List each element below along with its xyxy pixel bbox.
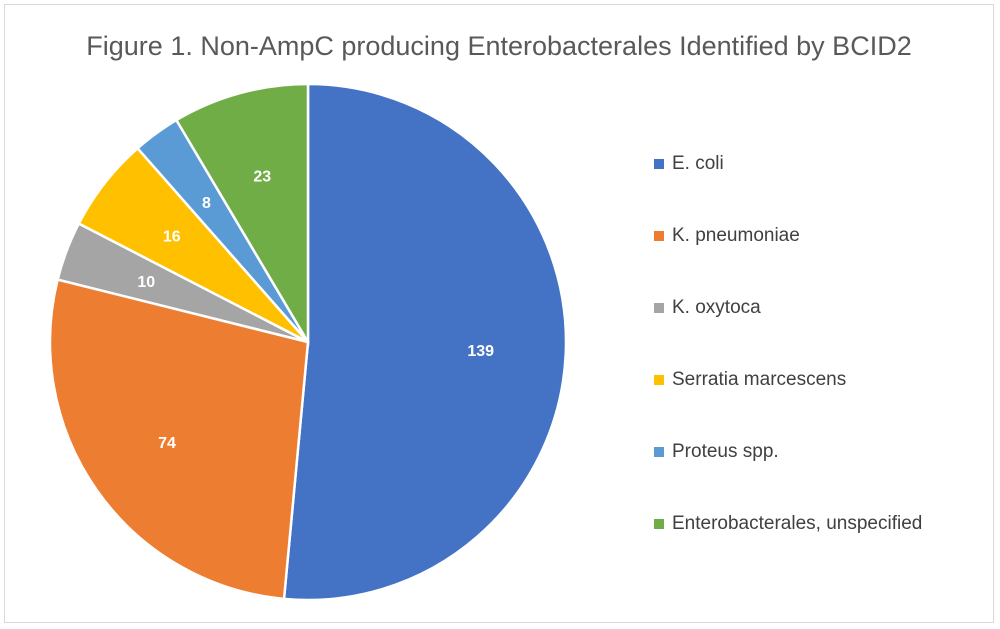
legend-item-enterobacterales-unspecified: Enterobacterales, unspecified (654, 510, 994, 538)
data-label-k-oxytoca: 10 (137, 274, 155, 291)
data-label-serratia-marcescens: 16 (163, 229, 181, 246)
legend-swatch (654, 519, 664, 529)
data-label-k-pneumoniae: 74 (158, 435, 176, 452)
data-label-enterobacterales-unspecified: 23 (253, 168, 271, 185)
legend-swatch (654, 375, 664, 385)
legend-label: K. oxytoca (672, 297, 761, 318)
legend-label: Proteus spp. (672, 441, 779, 462)
legend-label: K. pneumoniae (672, 225, 800, 246)
legend-label: E. coli (672, 153, 724, 174)
legend-swatch (654, 303, 664, 313)
pie-slice-k-pneumoniae (48, 278, 310, 601)
pie-slice-e-coli (282, 82, 568, 602)
legend-item-k-oxytoca: K. oxytoca (654, 294, 994, 322)
legend-item-k-pneumoniae: K. pneumoniae (654, 222, 994, 250)
legend-swatch (654, 159, 664, 169)
pie-slice-enterobacterales-unspecified (174, 82, 310, 347)
legend-item-serratia-marcescens: Serratia marcescens (654, 366, 994, 394)
chart-title: Figure 1. Non-AmpC producing Enterobacte… (86, 31, 912, 61)
legend-label: Serratia marcescens (672, 369, 847, 390)
legend-label: Enterobacterales, unspecified (672, 513, 923, 534)
legend-swatch (654, 447, 664, 457)
legend-item-e-coli: E. coli (654, 150, 994, 178)
chart-legend: E. coli K. pneumoniae K. oxytoca Serratia m… (654, 150, 994, 582)
data-label-proteus-spp: 8 (202, 195, 211, 212)
legend-swatch (654, 231, 664, 241)
legend-item-proteus-spp: Proteus spp. (654, 438, 994, 466)
data-label-e-coli: 139 (467, 343, 494, 360)
